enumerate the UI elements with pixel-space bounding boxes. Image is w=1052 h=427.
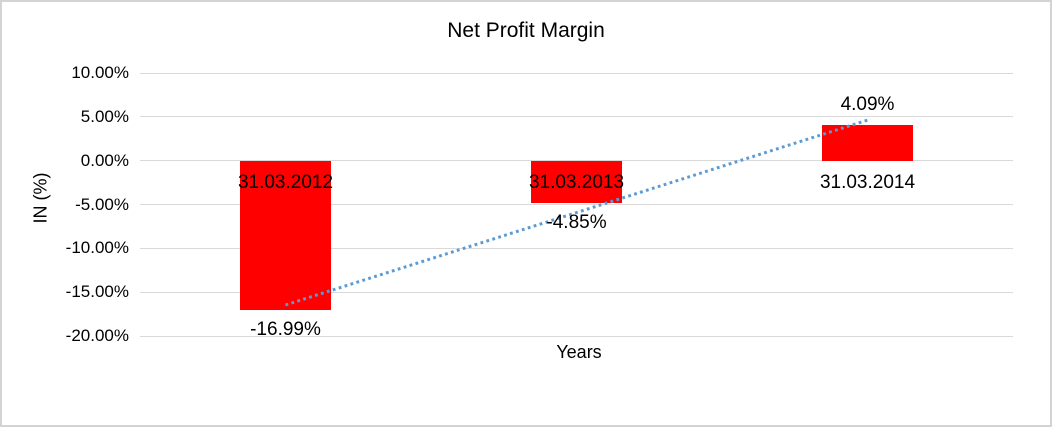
x-axis-title: Years	[556, 342, 602, 362]
value-label--4.85%: -4.85%	[546, 212, 607, 234]
category-label-31.03.2014: 31.03.2014	[819, 171, 916, 193]
gridline-5.00%	[140, 116, 1013, 118]
y-tick-label: -10.00%	[65, 238, 129, 258]
bar-31.03.2014	[822, 124, 913, 161]
y-tick-label: -15.00%	[65, 282, 129, 302]
value-label-4.09%: 4.09%	[840, 93, 895, 115]
y-tick-label: -5.00%	[75, 194, 129, 214]
y-tick-label: 10.00%	[71, 63, 129, 82]
category-label-31.03.2012: 31.03.2012	[237, 171, 334, 193]
y-tick-label: -20.00%	[65, 326, 129, 345]
value-label--16.99%: -16.99%	[250, 318, 321, 340]
gridline--20.00%	[140, 335, 1013, 337]
chart-title: Net Profit Margin	[447, 19, 605, 42]
y-tick-label: 0.00%	[80, 150, 129, 170]
y-tick-label: 5.00%	[80, 106, 129, 126]
category-label-31.03.2013: 31.03.2013	[528, 171, 625, 193]
gridline-10.00%	[140, 72, 1013, 74]
